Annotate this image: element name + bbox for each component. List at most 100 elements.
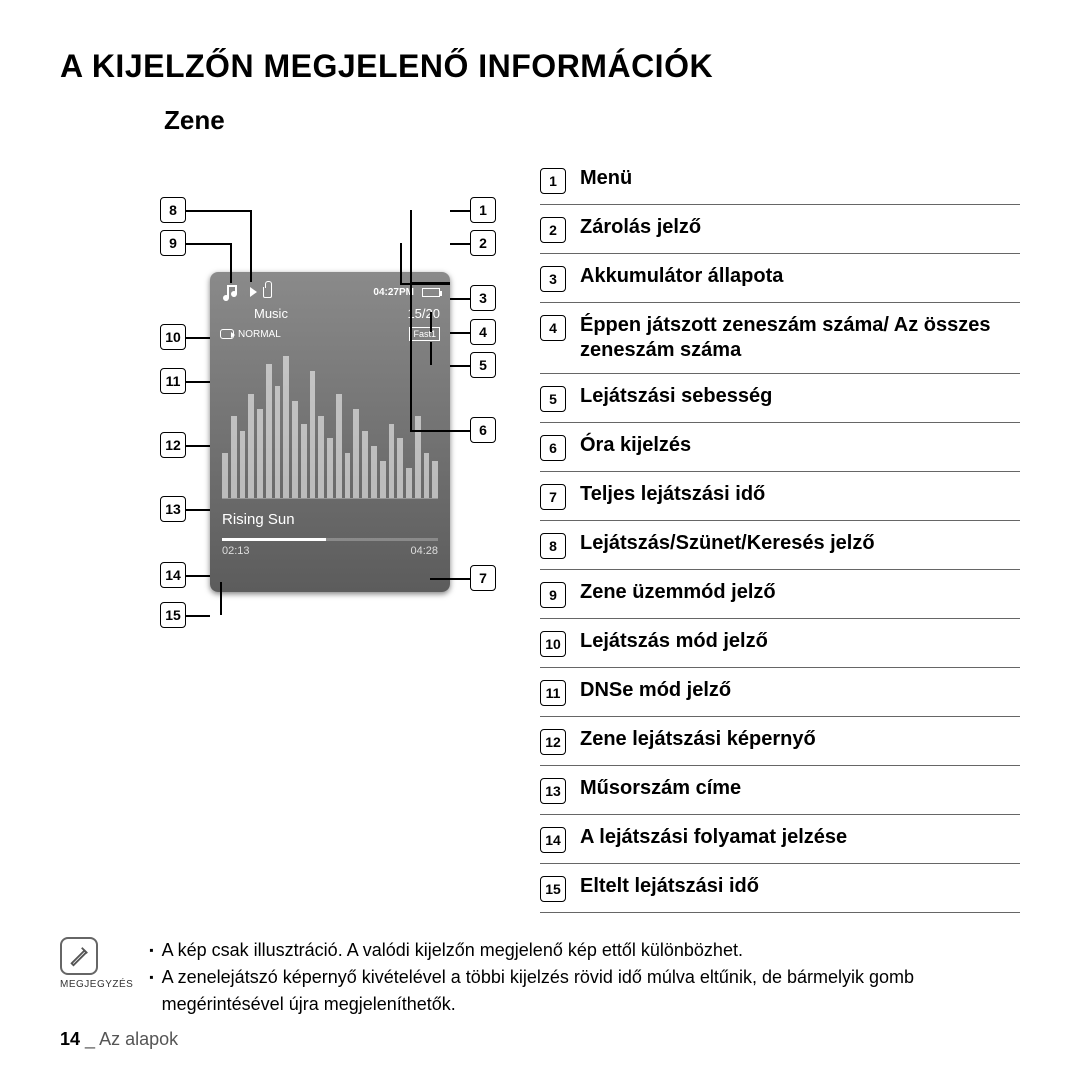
- legend-label: Lejátszási sebesség: [580, 384, 772, 409]
- callout-3: 3: [470, 285, 496, 311]
- note-icon: [60, 937, 98, 975]
- legend-label: Menü: [580, 166, 632, 191]
- leader-line: [450, 210, 470, 212]
- leader-line: [186, 615, 210, 617]
- lock-icon: [263, 287, 272, 298]
- leader-line: [410, 430, 450, 432]
- callout-12: 12: [160, 432, 186, 458]
- leader-line: [186, 381, 210, 383]
- legend-label: Lejátszás mód jelző: [580, 629, 768, 654]
- legend-number: 6: [540, 435, 566, 461]
- legend-item: 12 Zene lejátszási képernyő: [540, 717, 1020, 766]
- legend-number: 8: [540, 533, 566, 559]
- leader-line: [450, 243, 470, 245]
- callout-9: 9: [160, 230, 186, 256]
- legend-label: Zárolás jelző: [580, 215, 701, 240]
- legend-label: Akkumulátor állapota: [580, 264, 783, 289]
- legend-item: 4 Éppen játszott zeneszám száma/ Az össz…: [540, 303, 1020, 374]
- leader-line: [400, 283, 450, 285]
- leader-line: [450, 578, 470, 580]
- legend-number: 2: [540, 217, 566, 243]
- callout-4: 4: [470, 319, 496, 345]
- track-count: 15/20: [407, 306, 440, 321]
- callout-7: 7: [470, 565, 496, 591]
- legend-number: 4: [540, 315, 566, 341]
- legend-label: DNSe mód jelző: [580, 678, 731, 703]
- callout-13: 13: [160, 496, 186, 522]
- leader-line: [410, 210, 412, 282]
- legend-label: Óra kijelzés: [580, 433, 691, 458]
- legend-item: 2 Zárolás jelző: [540, 205, 1020, 254]
- callout-15: 15: [160, 602, 186, 628]
- battery-icon: [422, 288, 440, 297]
- leader-line: [186, 509, 210, 511]
- legend-label: Teljes lejátszási idő: [580, 482, 765, 507]
- speed-label: Fast1: [409, 327, 440, 341]
- play-icon: [250, 287, 257, 297]
- callout-14: 14: [160, 562, 186, 588]
- legend-number: 11: [540, 680, 566, 706]
- legend-number: 3: [540, 266, 566, 292]
- leader-line: [186, 575, 210, 577]
- player-diagram: 04:27PM Music 15/20 NORMAL Fast1 Rising …: [100, 152, 520, 652]
- leader-line: [186, 445, 210, 447]
- equalizer: [222, 349, 438, 499]
- clock-text: 04:27PM: [373, 287, 414, 298]
- callout-8: 8: [160, 197, 186, 223]
- callout-10: 10: [160, 324, 186, 350]
- leader-line: [430, 578, 450, 580]
- legend-number: 7: [540, 484, 566, 510]
- legend-item: 6 Óra kijelzés: [540, 423, 1020, 472]
- legend-number: 12: [540, 729, 566, 755]
- legend-number: 5: [540, 386, 566, 412]
- legend-number: 14: [540, 827, 566, 853]
- mode-label: Music: [254, 306, 288, 321]
- legend-number: 9: [540, 582, 566, 608]
- legend-number: 15: [540, 876, 566, 902]
- note-line: A kép csak illusztráció. A valódi kijelz…: [149, 937, 1020, 964]
- page-heading: A KIJELZŐN MEGJELENŐ INFORMÁCIÓK: [60, 48, 1020, 85]
- callout-1: 1: [470, 197, 496, 223]
- legend-item: 8 Lejátszás/Szünet/Keresés jelző: [540, 521, 1020, 570]
- leader-line: [430, 312, 432, 332]
- player-mock: 04:27PM Music 15/20 NORMAL Fast1 Rising …: [210, 272, 450, 592]
- legend-item: 13 Műsorszám címe: [540, 766, 1020, 815]
- callout-5: 5: [470, 352, 496, 378]
- legend-number: 10: [540, 631, 566, 657]
- progress-bar: [222, 538, 438, 541]
- leader-line: [230, 243, 232, 283]
- leader-line: [186, 243, 230, 245]
- leader-line: [186, 210, 250, 212]
- legend-item: 3 Akkumulátor állapota: [540, 254, 1020, 303]
- leader-line: [450, 365, 470, 367]
- leader-line: [450, 430, 470, 432]
- callout-2: 2: [470, 230, 496, 256]
- leader-line: [430, 342, 432, 365]
- leader-line: [450, 298, 470, 300]
- note-text: A kép csak illusztráció. A valódi kijelz…: [149, 937, 1020, 1018]
- total-time: 04:28: [410, 545, 438, 557]
- leader-line: [450, 332, 470, 334]
- note-block: MEGJEGYZÉS A kép csak illusztráció. A va…: [60, 937, 1020, 1018]
- callout-11: 11: [160, 368, 186, 394]
- legend-number: 13: [540, 778, 566, 804]
- legend-item: 9 Zene üzemmód jelző: [540, 570, 1020, 619]
- legend-label: A lejátszási folyamat jelzése: [580, 825, 847, 850]
- track-title: Rising Sun: [210, 507, 450, 532]
- callout-6: 6: [470, 417, 496, 443]
- play-mode-label: NORMAL: [238, 329, 281, 340]
- legend-list: 1 Menü2 Zárolás jelző3 Akkumulátor állap…: [540, 152, 1020, 913]
- note-line: A zenelejátszó képernyő kivételével a tö…: [149, 964, 1020, 1018]
- leader-line: [220, 582, 222, 615]
- leader-line: [250, 210, 252, 282]
- leader-line: [400, 243, 402, 283]
- repeat-icon: [220, 329, 234, 339]
- leader-line: [186, 337, 210, 339]
- legend-label: Zene üzemmód jelző: [580, 580, 776, 605]
- legend-label: Lejátszás/Szünet/Keresés jelző: [580, 531, 875, 556]
- legend-item: 10 Lejátszás mód jelző: [540, 619, 1020, 668]
- page-subheading: Zene: [164, 105, 1020, 136]
- elapsed-time: 02:13: [222, 545, 250, 557]
- legend-label: Műsorszám címe: [580, 776, 741, 801]
- legend-item: 5 Lejátszási sebesség: [540, 374, 1020, 423]
